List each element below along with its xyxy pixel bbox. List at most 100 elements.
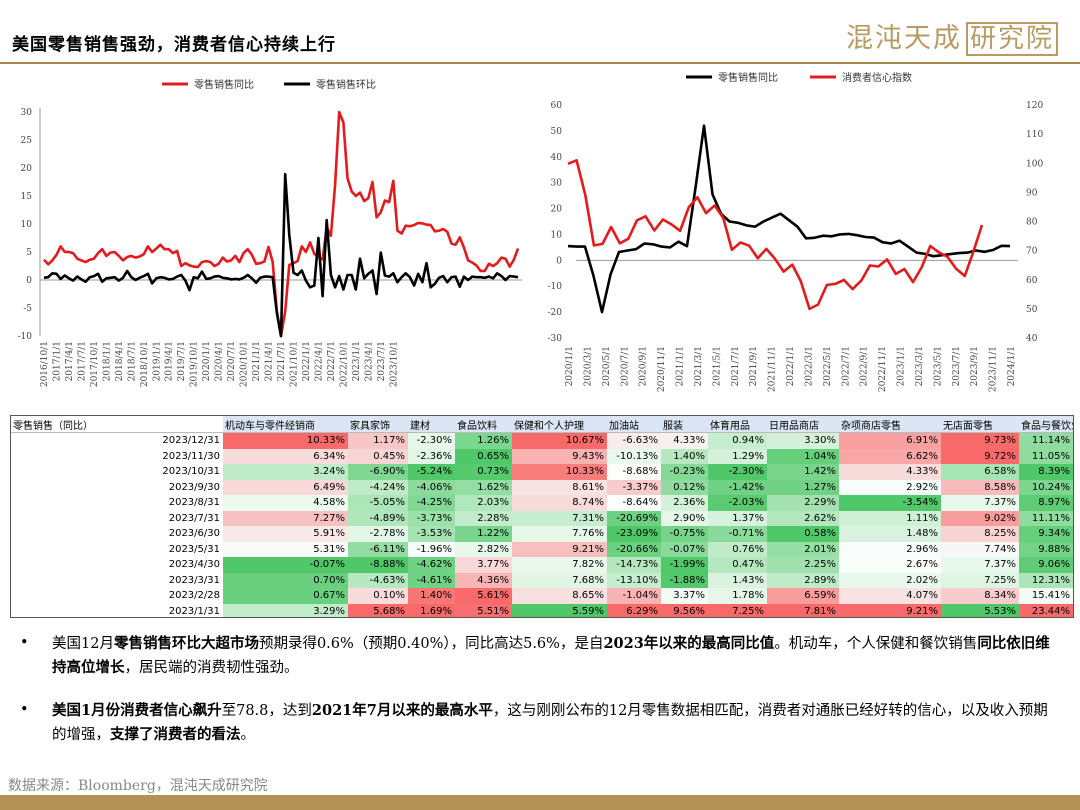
- table-cell: 5.31%: [223, 541, 348, 557]
- table-row: 2023/10/31 3.24% -6.90% -5.24% 0.73% 10.33% -8…: [11, 464, 1073, 480]
- y-right-tick-label: 100: [1026, 159, 1043, 169]
- row-label-blank: [11, 449, 131, 465]
- table-cell: 3.30%: [767, 432, 839, 449]
- x-tick-label: 2022/1/1: [302, 341, 312, 381]
- table-cell: -14.73%: [607, 557, 661, 573]
- table-cell: 7.25%: [708, 603, 767, 617]
- table-cell: -3.37%: [607, 479, 661, 495]
- bullet-text: 美国12月零售销售环比大超市场预期录得0.6%（预期0.40%），同比高达5.6…: [52, 632, 1060, 680]
- table-cell: -6.63%: [607, 432, 661, 449]
- table-cell: -6.11%: [348, 541, 408, 557]
- table-cell: 9.06%: [1019, 557, 1073, 573]
- row-date: 2023/7/31: [168, 512, 220, 524]
- column-header: 食品饮料: [455, 416, 512, 433]
- row-date: 2023/8/31: [168, 497, 220, 509]
- table-cell: 6.91%: [839, 432, 941, 449]
- x-tick-label: 2021/4/1: [265, 341, 275, 381]
- x-tick-label: 2016/10/1: [40, 341, 50, 387]
- y-right-tick-label: 80: [1026, 218, 1038, 228]
- x-tick-label: 2022/7/1: [327, 341, 337, 381]
- sentiment-chart: 6050403020100-10-20-30120110100908070605…: [548, 71, 1044, 392]
- table-cell: 2.03%: [455, 495, 512, 511]
- bullet-segment: 。机动车，个人保健和餐饮销售: [774, 636, 978, 652]
- table-cell: 9.02%: [941, 510, 1019, 526]
- logo-box-text: 研究院: [966, 22, 1059, 56]
- table-cell: 5.61%: [455, 588, 512, 604]
- table-cell: 1.62%: [455, 479, 512, 495]
- column-header: 建材: [408, 416, 455, 433]
- table-cell: -4.06%: [408, 479, 455, 495]
- table-cell: 2.36%: [661, 495, 708, 511]
- x-tick-label: 2023/11/1: [989, 346, 999, 392]
- x-tick-label: 2020/5/1: [602, 346, 612, 386]
- table-cell: 2.89%: [767, 572, 839, 588]
- retail-category-table: 零售销售（同比） 机动车与零件经销商 家具家饰 建材 食品饮料 保健和个人护理 加油站 服装体…: [10, 415, 1074, 618]
- page-title: 美国零售销售强劲，消费者信心持续上行: [12, 35, 336, 55]
- table-cell: 3.29%: [223, 603, 348, 617]
- table-cell: -4.61%: [408, 572, 455, 588]
- row-label-blank: [11, 433, 131, 449]
- table-cell: 2.28%: [455, 510, 512, 526]
- bullet-dot: •: [20, 635, 29, 651]
- table-cell: 10.33%: [223, 432, 348, 449]
- y-tick-label: 25: [21, 136, 33, 146]
- table-cell: -5.24%: [408, 464, 455, 480]
- column-header: 保健和个人护理: [512, 416, 607, 433]
- table-cell: 7.81%: [767, 603, 839, 617]
- series-line-mom: [43, 172, 519, 338]
- x-tick-label: 2019/10/1: [190, 341, 200, 387]
- bullet-segment: ，居民端的消费韧性强劲。: [124, 660, 299, 676]
- table-cell: 2.02%: [839, 572, 941, 588]
- table-cell: -0.07%: [223, 557, 348, 573]
- table-cell: 5.91%: [223, 526, 348, 542]
- legend-label-0: 零售销售同比: [194, 78, 254, 91]
- row-label-blank: [11, 588, 131, 604]
- x-tick-label: 2022/7/1: [841, 346, 851, 386]
- row-label-blank: [11, 464, 131, 480]
- table-cell: 8.65%: [512, 588, 607, 604]
- x-tick-label: 2020/11/1: [657, 346, 667, 392]
- table-cell: 8.58%: [941, 479, 1019, 495]
- table-cell: 1.78%: [708, 588, 767, 604]
- y-left-tick-label: -10: [548, 282, 563, 292]
- table-cell: 7.37%: [941, 557, 1019, 573]
- x-tick-label: 2021/1/1: [252, 341, 262, 381]
- y-tick-label: 5: [26, 248, 32, 258]
- table-row: 2023/5/31 5.31% -6.11% -1.96% 2.82% 9.21% -20.…: [11, 541, 1073, 557]
- bottom-bar: [0, 795, 1080, 810]
- bullet-segment: 预期录得0.6%（预期0.40%），同比高达5.6%，是自: [258, 636, 604, 652]
- y-right-tick-label: 110: [1026, 130, 1043, 140]
- table-row: 2023/4/30 -0.07% -8.88% -4.62% 3.77% 7.82% -14…: [11, 557, 1073, 573]
- table-cell: 1.29%: [708, 448, 767, 464]
- x-tick-label: 2019/4/1: [165, 341, 175, 381]
- row-date: 2023/10/31: [162, 466, 220, 478]
- x-tick-label: 2018/1/1: [102, 341, 112, 381]
- table-row: 2023/1/31 3.29% 5.68% 1.69% 5.51% 5.59% 6.29% 9…: [11, 603, 1073, 617]
- table-cell: 12.31%: [1019, 572, 1073, 588]
- logo: 混沌天成 研究院: [846, 16, 1059, 56]
- series-line-sentiment: [567, 159, 984, 311]
- table-cell: 1.17%: [348, 432, 408, 449]
- x-tick-label: 2022/9/1: [860, 346, 870, 386]
- legend-label-1: 消费者信心指数: [842, 71, 912, 84]
- y-right-tick-label: 70: [1026, 247, 1038, 257]
- x-tick-label: 2017/4/1: [65, 341, 75, 381]
- y-right-tick-label: 60: [1026, 276, 1038, 286]
- bullet-segment: ，这与刚刚公布的12月零售数据相匹配，消费者对通胀已经好转的信心，以及收入预期的…: [52, 703, 1048, 743]
- x-tick-label: 2023/1/1: [897, 346, 907, 386]
- table-cell: 1.26%: [455, 432, 512, 449]
- table-cell: -1.04%: [607, 588, 661, 604]
- table-cell: 2.96%: [839, 541, 941, 557]
- table-cell: -4.62%: [408, 557, 455, 573]
- bullet-2: • 美国1月份消费者信心飙升至78.8，达到2021年7月以来的最高水平，这与刚刚…: [20, 699, 1060, 747]
- column-header: 家具家饰: [348, 416, 408, 433]
- title-divider: [0, 62, 1080, 64]
- table-corner-label: 零售销售（同比）: [11, 416, 131, 433]
- y-tick-label: -5: [23, 304, 32, 314]
- table-cell: 0.47%: [708, 557, 767, 573]
- table-cell: -1.96%: [408, 541, 455, 557]
- table-cell: 9.34%: [1019, 526, 1073, 542]
- table-cell: -23.09%: [607, 526, 661, 542]
- table-cell: 9.21%: [512, 541, 607, 557]
- table-cell: -0.07%: [661, 541, 708, 557]
